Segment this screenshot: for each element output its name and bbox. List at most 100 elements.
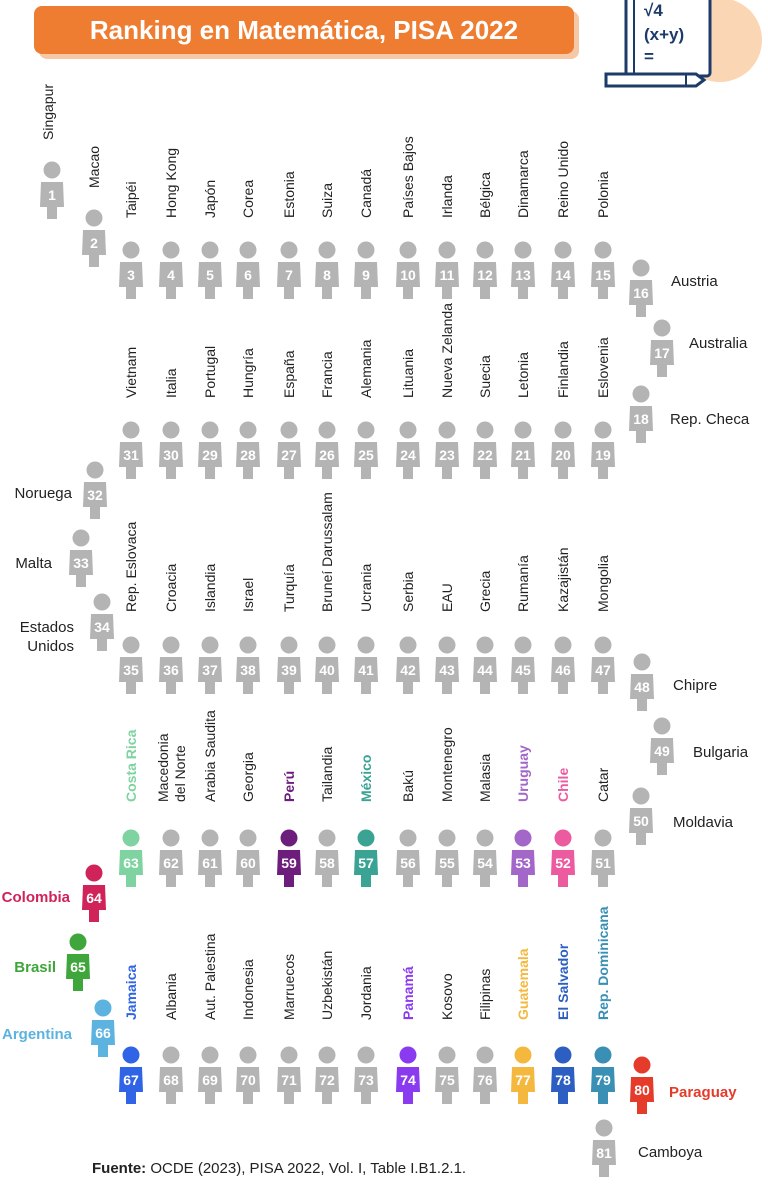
badge-line3: = (644, 47, 654, 66)
person-body (435, 1067, 459, 1104)
rank-number: 81 (596, 1145, 612, 1161)
person-body (511, 442, 535, 479)
country-name: Malta (15, 555, 52, 572)
rank-number: 12 (477, 267, 493, 283)
country-name: Rep. Eslovaca (123, 522, 139, 612)
person-body (591, 850, 615, 887)
person-body (277, 657, 301, 694)
page-title: Ranking en Matemática, PISA 2022 (34, 6, 574, 54)
person-head (318, 421, 336, 439)
country-name: Turquía (281, 564, 297, 612)
country-name: Arabia Saudita (202, 710, 218, 802)
person-head (162, 636, 180, 654)
country-51: 51 Catar (591, 767, 615, 887)
country-name: Uzbekistán (319, 951, 335, 1020)
person-body (630, 1077, 654, 1114)
person-body (473, 1067, 497, 1104)
country-31: 31 Vietnam (119, 347, 143, 479)
person-body (66, 954, 90, 991)
country-name: Perú (281, 771, 297, 802)
rank-number: 36 (163, 662, 179, 678)
person-body (159, 1067, 183, 1104)
rank-number: 11 (440, 267, 455, 283)
person-body (511, 1067, 535, 1104)
person-head (399, 829, 417, 847)
rank-number: 13 (515, 267, 531, 283)
country-name: Lituania (400, 349, 416, 398)
person-head (476, 1046, 494, 1064)
person-body (551, 1067, 575, 1104)
country-63: 63 Costa Rica (119, 729, 143, 887)
person-body (551, 657, 575, 694)
rank-number: 43 (439, 662, 455, 678)
person-head (122, 829, 140, 847)
rank-number: 23 (439, 447, 455, 463)
rank-number: 8 (323, 267, 331, 283)
person-head (594, 421, 612, 439)
country-25: 25 Alemania (354, 339, 378, 479)
rank-number: 39 (281, 662, 297, 678)
country-80: 80 Paraguay (630, 1056, 737, 1114)
person-body (198, 262, 222, 299)
country-name: Portugal (202, 346, 218, 398)
country-52: 52 Chile (551, 768, 575, 887)
rank-number: 79 (595, 1072, 611, 1088)
rank-number: 78 (555, 1072, 571, 1088)
country-1: 1 Singapur (40, 84, 64, 219)
person-head (594, 241, 612, 259)
country-name: Hong Kong (163, 148, 179, 218)
person-head (554, 829, 572, 847)
person-head (594, 636, 612, 654)
person-head (632, 787, 650, 805)
country-name: Estados (20, 619, 74, 636)
country-name: Canadá (358, 169, 374, 218)
person-body (435, 442, 459, 479)
person-body (159, 262, 183, 299)
country-46: 46 Kazajistán (551, 547, 575, 694)
country-name: Malasia (477, 754, 493, 802)
person-body (435, 657, 459, 694)
person-head (476, 241, 494, 259)
person-body (198, 1067, 222, 1104)
rank-number: 15 (595, 267, 611, 283)
country-35: 35 Rep. Eslovaca (119, 522, 143, 694)
rank-number: 28 (240, 447, 256, 463)
country-name: Argentina (2, 1026, 73, 1043)
country-7: 7 Estonia (277, 171, 301, 299)
rank-number: 70 (240, 1072, 256, 1088)
person-body (119, 442, 143, 479)
country-3: 3 Taipéi (119, 181, 143, 299)
country-37: 37 Islandia (198, 564, 222, 694)
person-body (119, 850, 143, 887)
person-head (357, 636, 375, 654)
person-head (122, 1046, 140, 1064)
person-body (69, 550, 93, 587)
country-name: Bélgica (477, 172, 493, 218)
person-body (629, 406, 653, 443)
country-22: 22 Suecia (473, 355, 497, 479)
country-name: Marruecos (281, 954, 297, 1020)
country-65: 65 Brasil (14, 933, 90, 991)
country-48: 48 Chipre (630, 653, 717, 711)
person-head (72, 529, 90, 547)
math-badge: √4 (x+y) = (604, 0, 762, 88)
person-head (653, 717, 671, 735)
person-body (119, 657, 143, 694)
person-head (594, 1046, 612, 1064)
country-name: Rumanía (515, 555, 531, 612)
person-head (201, 241, 219, 259)
country-name: Polonia (595, 171, 611, 218)
rank-number: 20 (555, 447, 571, 463)
rank-number: 71 (281, 1072, 297, 1088)
person-body (396, 442, 420, 479)
country-55: 55 Montenegro (435, 727, 459, 887)
country-name: Macedonia (155, 733, 171, 802)
person-body (650, 738, 674, 775)
person-head (239, 421, 257, 439)
rank-number: 66 (95, 1025, 111, 1041)
person-body (91, 1020, 115, 1057)
person-head (438, 636, 456, 654)
person-head (554, 636, 572, 654)
person-head (554, 241, 572, 259)
person-body (159, 850, 183, 887)
